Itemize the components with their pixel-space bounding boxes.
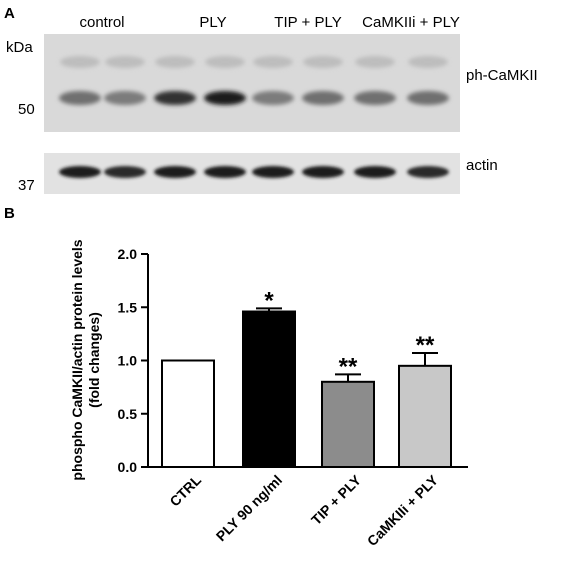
lane-group-label-ply: PLY <box>199 14 226 31</box>
y-tick-label: 1.0 <box>118 353 138 369</box>
blot-ph-camkii <box>44 34 460 132</box>
y-tick-label: 1.5 <box>118 299 138 315</box>
ph-camkii-upper-band-3 <box>155 56 195 68</box>
panel-a-label: A <box>4 5 15 22</box>
bar-chart: phospho CaMKII/actin protein levels (fol… <box>69 239 468 549</box>
ph-camkii-upper-band-2 <box>105 56 145 68</box>
kda-label: kDa <box>6 39 33 56</box>
lane-group-label-tip-ply: TIP + PLY <box>274 14 341 31</box>
y-tick-label: 0.0 <box>118 459 138 475</box>
ph-camkii-band-3 <box>154 91 196 105</box>
x-tick-label: PLY 90 ng/ml <box>213 472 285 544</box>
actin-band-2 <box>104 166 146 178</box>
actin-band-1 <box>59 166 101 178</box>
blot-ph-camkii-label: ph-CaMKII <box>466 67 538 84</box>
marker-50: 50 <box>18 101 35 118</box>
panel-b-label: B <box>4 205 15 222</box>
blot-ph-camkii-bands <box>59 56 449 105</box>
blot-actin-label: actin <box>466 157 498 174</box>
ph-camkii-band-2 <box>104 91 146 105</box>
x-tick-label: CTRL <box>166 471 204 509</box>
blot-actin <box>44 153 460 194</box>
x-tick-label: CaMKIIi + PLY <box>364 471 442 549</box>
actin-band-6 <box>302 166 344 178</box>
y-axis-title-line-1: phospho CaMKII/actin protein levels <box>69 239 85 480</box>
blot-ph-camkii-membrane <box>44 34 460 132</box>
ph-camkii-band-8 <box>407 91 449 105</box>
actin-band-4 <box>204 166 246 178</box>
lane-group-label-control: control <box>79 14 124 31</box>
y-tick-label: 2.0 <box>118 246 138 262</box>
ph-camkii-band-4 <box>204 91 246 105</box>
significance-marker-3: ** <box>339 353 358 380</box>
ph-camkii-upper-band-8 <box>408 56 448 68</box>
bar-2 <box>242 310 296 469</box>
actin-band-3 <box>154 166 196 178</box>
actin-band-5 <box>252 166 294 178</box>
ph-camkii-band-1 <box>59 91 101 105</box>
marker-37: 37 <box>18 177 35 194</box>
significance-marker-2: * <box>264 287 274 314</box>
bar-3 <box>321 380 375 468</box>
actin-band-7 <box>354 166 396 178</box>
bar-1 <box>161 359 215 468</box>
ph-camkii-band-7 <box>354 91 396 105</box>
y-axis-title-line-2: (fold changes) <box>86 312 102 408</box>
blot-actin-bands <box>59 166 449 178</box>
ph-camkii-band-6 <box>302 91 344 105</box>
y-axis-title: phospho CaMKII/actin protein levels (fol… <box>69 239 102 480</box>
ph-camkii-upper-band-4 <box>205 56 245 68</box>
y-tick-label: 0.5 <box>118 406 138 422</box>
ph-camkii-upper-band-6 <box>303 56 343 68</box>
actin-band-8 <box>407 166 449 178</box>
ph-camkii-band-5 <box>252 91 294 105</box>
ph-camkii-upper-band-1 <box>60 56 100 68</box>
significance-marker-4: ** <box>416 332 435 359</box>
bar-4 <box>398 364 452 469</box>
lane-group-label-camkii-ply: CaMKIIi + PLY <box>362 14 460 31</box>
x-tick-label: TIP + PLY <box>308 471 365 528</box>
ph-camkii-upper-band-5 <box>253 56 293 68</box>
ph-camkii-upper-band-7 <box>355 56 395 68</box>
